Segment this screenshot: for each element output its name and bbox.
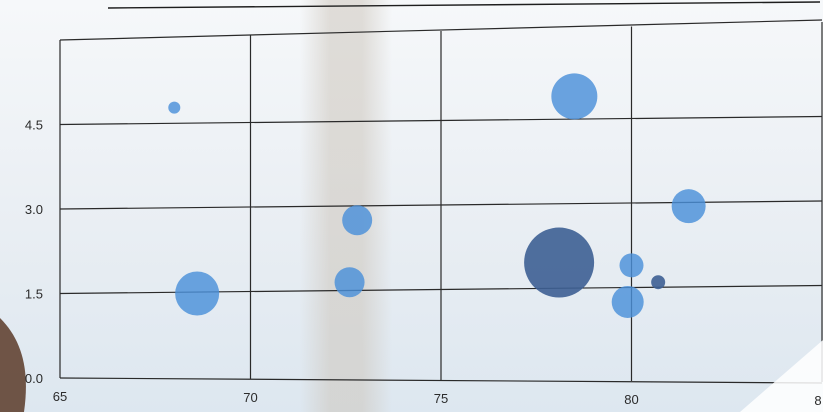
x-tick-label: 65 bbox=[53, 389, 67, 404]
y-tick-label: 0.0 bbox=[25, 371, 43, 386]
chart-grid bbox=[59, 1, 823, 412]
x-tick-label: 8 bbox=[814, 393, 821, 408]
y-axis-ticks: 0.0 1.5 3.0 4.5 bbox=[25, 118, 43, 387]
bubble-point bbox=[334, 267, 365, 298]
bubble-series bbox=[168, 73, 706, 318]
glare-highlight bbox=[740, 340, 823, 412]
bubble-point bbox=[168, 101, 181, 114]
x-tick-label: 70 bbox=[243, 390, 257, 405]
bubble-point bbox=[611, 285, 644, 318]
horizontal-gridline bbox=[59, 377, 823, 384]
top-frame-line bbox=[107, 1, 821, 9]
bubble-point bbox=[342, 205, 373, 236]
y-tick-label: 3.0 bbox=[25, 202, 43, 217]
y-tick-label: 4.5 bbox=[25, 118, 43, 133]
y-tick-label: 1.5 bbox=[25, 287, 43, 302]
x-tick-label: 80 bbox=[624, 392, 638, 407]
bubble-point bbox=[671, 189, 706, 224]
bubble-point bbox=[175, 271, 220, 316]
x-tick-label: 75 bbox=[434, 391, 448, 406]
bubble-point bbox=[651, 275, 666, 290]
x-axis-ticks: 65 70 75 80 8 bbox=[53, 389, 822, 408]
bubble-point bbox=[524, 227, 595, 298]
horizontal-gridline bbox=[59, 19, 823, 41]
lower-shadow bbox=[0, 318, 26, 412]
bubble-point bbox=[551, 73, 598, 120]
corner-shadow bbox=[0, 318, 26, 412]
bubble-point bbox=[619, 253, 644, 278]
